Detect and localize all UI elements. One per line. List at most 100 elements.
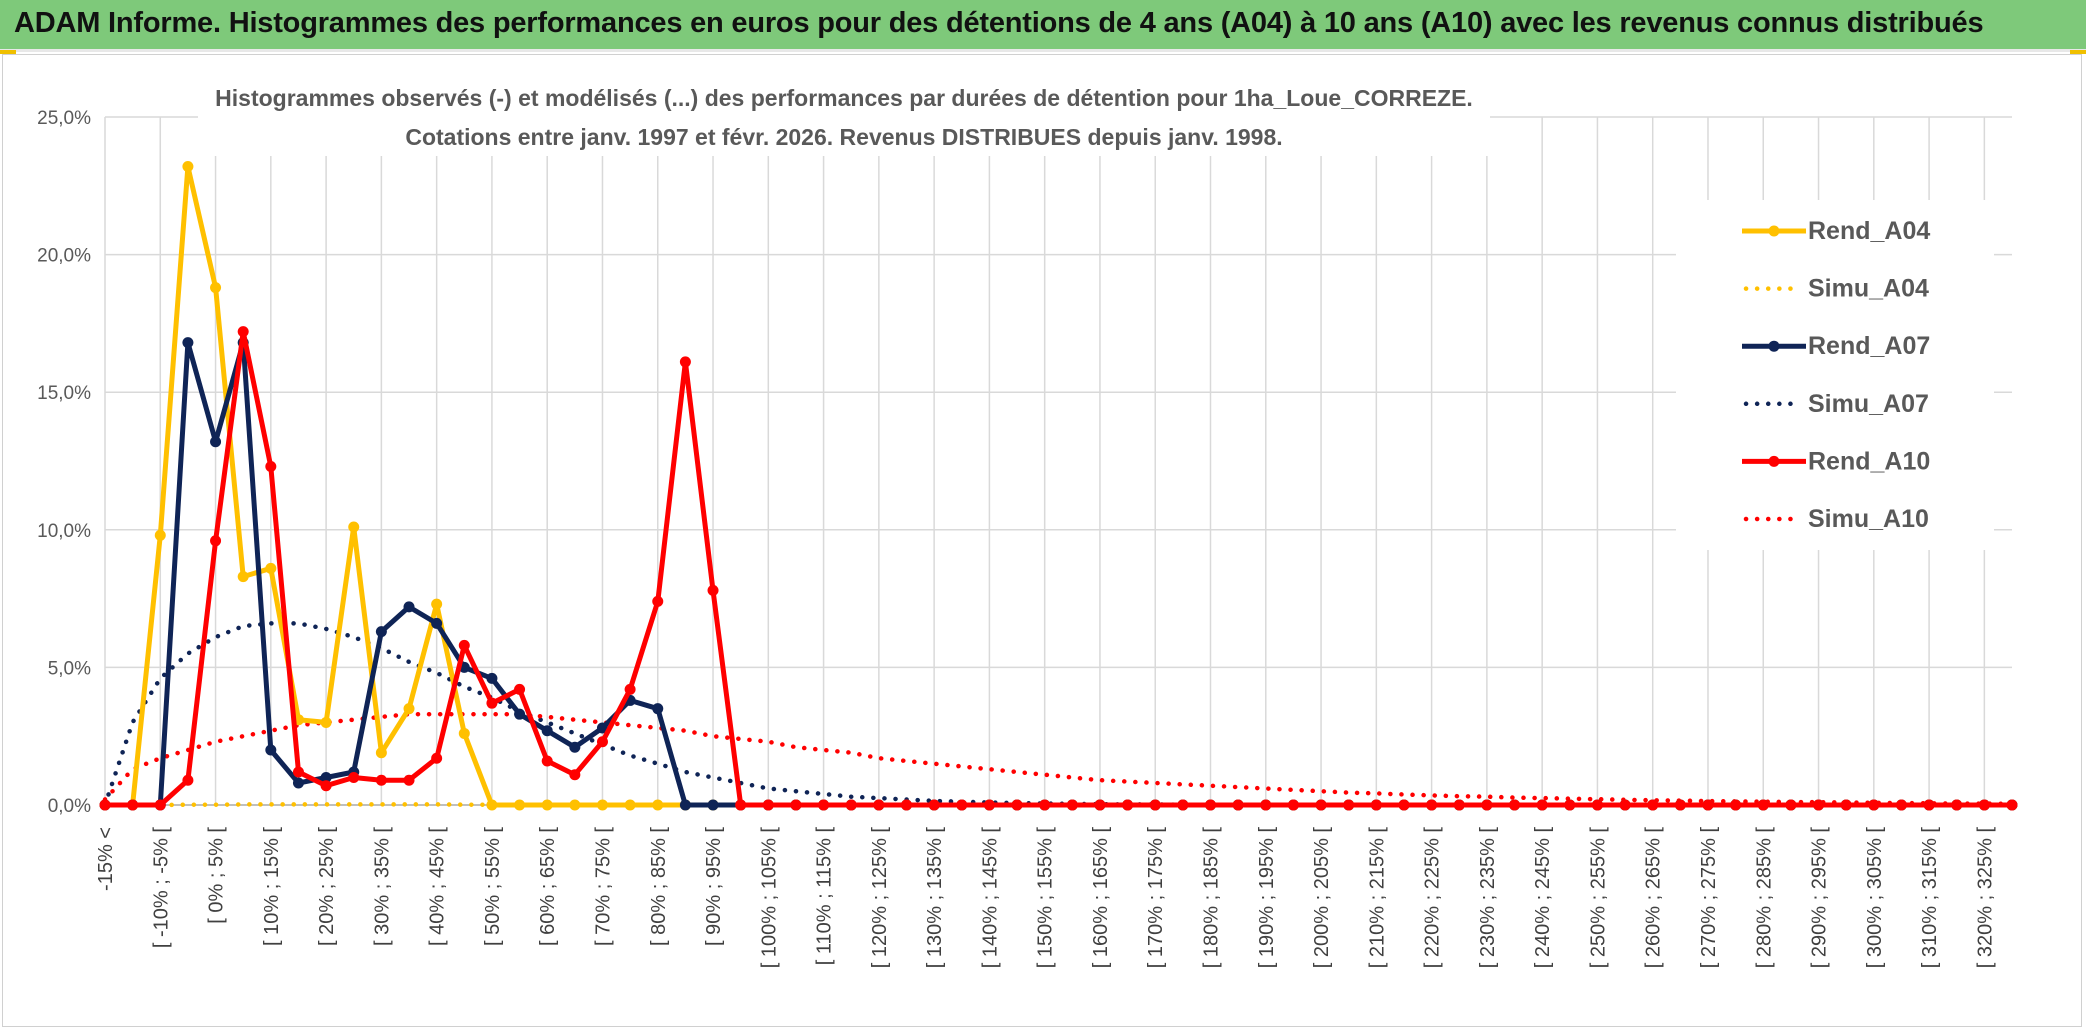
data-point-rend-a04 (514, 799, 526, 811)
data-point-rend-a10 (1370, 799, 1382, 811)
x-tick-label: [ 300% ; 305% [ (1864, 827, 1886, 969)
data-point-rend-a10 (486, 697, 498, 709)
data-point-rend-a10 (1785, 799, 1797, 811)
x-tick-label: [ 140% ; 145% [ (979, 827, 1001, 969)
data-point-rend-a10 (818, 799, 830, 811)
x-tick-label: [ 210% ; 215% [ (1366, 827, 1388, 969)
data-point-rend-a04 (431, 598, 443, 610)
data-point-rend-a10 (541, 755, 553, 767)
x-tick-label: [ 320% ; 325% [ (1974, 827, 1996, 969)
x-tick-label: [ 110% ; 115% [ (814, 827, 836, 966)
x-tick-label: [ 180% ; 185% [ (1201, 827, 1223, 969)
legend-label-rend-a04: Rend_A04 (1808, 217, 1930, 245)
data-point-rend-a07 (514, 708, 526, 720)
data-point-rend-a10 (1481, 799, 1493, 811)
data-point-rend-a10 (1813, 799, 1825, 811)
legend-marker-rend-a07 (1768, 340, 1780, 352)
data-point-rend-a10 (1619, 799, 1631, 811)
x-tick-label: [ 250% ; 255% [ (1587, 827, 1609, 969)
legend-label-simu-a10: Simu_A10 (1808, 505, 1929, 533)
data-point-rend-a04 (210, 282, 222, 294)
y-tick-label: 25,0% (37, 108, 91, 129)
data-point-rend-a07 (486, 672, 498, 684)
data-point-rend-a10 (983, 799, 995, 811)
y-tick-label: 0,0% (48, 796, 91, 817)
data-point-rend-a10 (1177, 799, 1189, 811)
x-tick-label: [ 240% ; 245% [ (1532, 827, 1554, 969)
data-point-rend-a10 (1536, 799, 1548, 811)
data-point-rend-a04 (541, 799, 553, 811)
x-tick-label: [ 280% ; 285% [ (1753, 827, 1775, 969)
x-tick-label: [ 290% ; 295% [ (1809, 827, 1831, 969)
data-point-rend-a07 (375, 626, 387, 638)
x-tick-label: [ 50% ; 55% [ (482, 827, 504, 946)
data-point-rend-a07 (707, 799, 719, 811)
data-point-rend-a10 (1702, 799, 1714, 811)
data-point-rend-a10 (1453, 799, 1465, 811)
x-tick-label: [ 220% ; 225% [ (1422, 827, 1444, 969)
data-point-rend-a04 (569, 799, 581, 811)
data-point-rend-a04 (403, 703, 415, 715)
data-point-rend-a07 (320, 771, 332, 783)
series-line-rend-a10 (105, 329, 2012, 808)
legend-label-simu-a07: Simu_A07 (1808, 390, 1929, 418)
data-point-rend-a10 (99, 799, 111, 811)
x-tick-label: [ 270% ; 275% [ (1698, 827, 1720, 969)
y-tick-label: 10,0% (37, 521, 91, 542)
data-point-rend-a10 (127, 799, 139, 811)
data-point-rend-a10 (956, 799, 968, 811)
data-point-rend-a10 (1895, 799, 1907, 811)
data-point-rend-a10 (292, 766, 304, 778)
data-point-rend-a07 (403, 601, 415, 613)
data-point-rend-a10 (265, 461, 277, 473)
x-tick-label: [ 160% ; 165% [ (1090, 827, 1112, 969)
data-point-rend-a10 (1122, 799, 1134, 811)
data-point-rend-a10 (1951, 799, 1963, 811)
y-tick-label: 20,0% (37, 246, 91, 267)
data-point-rend-a10 (2006, 799, 2018, 811)
legend-label-simu-a04: Simu_A04 (1808, 275, 1929, 303)
data-point-rend-a04 (375, 747, 387, 759)
x-tick-label: [ 60% ; 65% [ (537, 827, 559, 946)
banner-title: ADAM Informe. Histogrammes des performan… (14, 7, 1984, 39)
series-line-simu-a10 (102, 711, 2015, 807)
x-tick-label: [ 20% ; 25% [ (316, 827, 338, 946)
chart-title-line1: Histogrammes observés (-) et modélisés (… (215, 85, 1473, 111)
data-point-rend-a10 (1011, 799, 1023, 811)
data-point-rend-a10 (790, 799, 802, 811)
data-point-rend-a10 (873, 799, 885, 811)
chart-title: Histogrammes observés (-) et modélisés (… (198, 76, 1490, 156)
data-point-rend-a10 (1039, 799, 1051, 811)
data-point-rend-a10 (403, 774, 415, 786)
x-tick-label: [ 90% ; 95% [ (703, 827, 725, 946)
data-point-rend-a04 (624, 799, 636, 811)
data-point-rend-a07 (679, 799, 691, 811)
data-point-rend-a10 (1094, 799, 1106, 811)
data-point-rend-a10 (1674, 799, 1686, 811)
x-tick-label: [ 0% ; 5% [ (206, 827, 228, 924)
title-banner: ADAM Informe. Histogrammes des performan… (0, 0, 2086, 52)
series-lines (99, 161, 2018, 811)
data-point-rend-a10 (762, 799, 774, 811)
data-point-rend-a10 (154, 799, 166, 811)
y-tick-label: 15,0% (37, 383, 91, 404)
x-tick-label: [ 190% ; 195% [ (1256, 827, 1278, 969)
data-point-rend-a10 (320, 780, 332, 792)
corner-accent-left (0, 50, 16, 54)
data-point-rend-a04 (348, 521, 360, 533)
data-point-rend-a10 (182, 774, 194, 786)
data-point-rend-a07 (569, 741, 581, 753)
data-point-rend-a07 (182, 337, 194, 349)
data-point-rend-a07 (652, 703, 664, 715)
data-point-rend-a10 (210, 535, 222, 547)
data-point-rend-a10 (1564, 799, 1576, 811)
data-point-rend-a07 (265, 744, 277, 756)
data-point-rend-a10 (679, 356, 691, 368)
data-point-rend-a04 (320, 716, 332, 728)
data-point-rend-a10 (1923, 799, 1935, 811)
data-point-rend-a10 (624, 683, 636, 695)
x-tick-label: [ -10% ; -5% [ (150, 827, 172, 949)
data-point-rend-a10 (1840, 799, 1852, 811)
data-point-rend-a10 (1757, 799, 1769, 811)
